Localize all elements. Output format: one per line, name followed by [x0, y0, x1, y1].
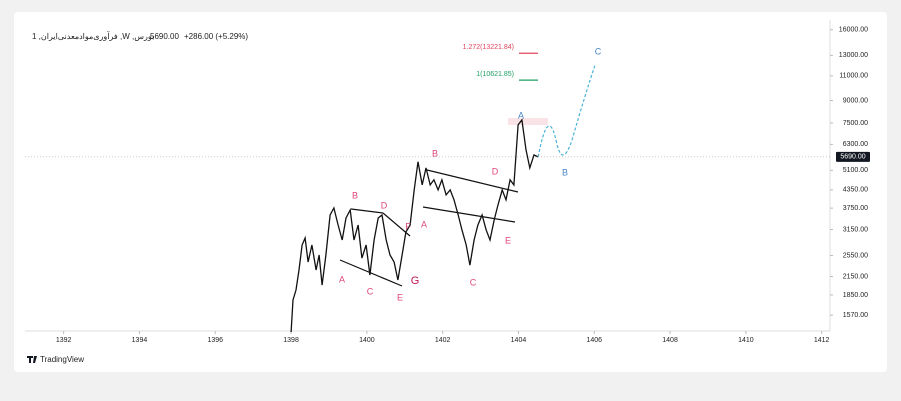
y-tick-label: 5100.00 — [843, 167, 868, 174]
y-tick-label: 6300.00 — [843, 141, 868, 148]
last-price-tag — [836, 151, 870, 162]
y-tick-label: 3750.00 — [843, 205, 868, 212]
y-tick-label: 13000.00 — [839, 52, 868, 59]
y-tick-label: 2550.00 — [843, 252, 868, 259]
wave-label: B — [562, 167, 568, 177]
price-line — [290, 118, 539, 333]
wave-label: E — [397, 292, 403, 302]
x-tick-label: 1410 — [738, 337, 754, 344]
x-tick-label: 1408 — [662, 337, 678, 344]
x-tick-label: 1392 — [56, 337, 72, 344]
x-tick-label: 1398 — [283, 337, 299, 344]
wave-label: A — [518, 110, 524, 120]
change: +286.00 (+5.29%) — [184, 32, 248, 41]
y-tick-label: 11000.00 — [839, 73, 868, 80]
last-price-header: 5690.00 — [150, 32, 179, 41]
wave-label: B — [352, 190, 358, 200]
target-zone — [508, 118, 548, 125]
wave-label: E — [505, 235, 511, 245]
wave-label: A — [421, 219, 427, 229]
wave-label: C — [595, 46, 602, 56]
level-label: 1(10621.85) — [476, 71, 514, 78]
wave-label: C — [470, 277, 477, 287]
x-tick-label: 1394 — [132, 337, 148, 344]
projection — [537, 64, 596, 157]
y-tick-label: 7500.00 — [843, 120, 868, 127]
y-tick-label: 1850.00 — [843, 292, 868, 299]
wave-label: A — [339, 274, 345, 284]
wave-label: D — [381, 200, 388, 210]
y-tick-label: 16000.00 — [839, 27, 868, 34]
y-tick-label: 4350.00 — [843, 187, 868, 194]
y-tick-label: 2150.00 — [843, 273, 868, 280]
logo-icon — [27, 356, 37, 363]
trend-line — [422, 206, 516, 223]
wave-label: F — [405, 221, 411, 231]
last-price-label: 5690.00 — [840, 154, 865, 161]
x-tick-label: 1396 — [207, 337, 223, 344]
x-tick-label: 1402 — [435, 337, 451, 344]
y-tick-label: 9000.00 — [843, 97, 868, 104]
wave-label: C — [367, 286, 374, 296]
wave-label: D — [492, 166, 499, 176]
x-tick-label: 1406 — [586, 337, 602, 344]
x-tick-label: 1412 — [814, 337, 830, 344]
symbol: 1 ,فرآوری‌موادمعدنی‌ایران ,W ,بورس — [32, 31, 154, 41]
trend-line — [426, 169, 519, 193]
trend-line — [350, 208, 384, 214]
x-tick-label: 1400 — [359, 337, 375, 344]
wave-label: B — [432, 148, 438, 158]
x-tick-label: 1404 — [511, 337, 527, 344]
wave-label: G — [411, 275, 420, 287]
brand: TradingView — [40, 355, 84, 364]
level-label: 1.272(13221.84) — [463, 44, 514, 51]
y-tick-label: 1570.00 — [843, 312, 868, 319]
trend-line — [339, 259, 403, 287]
y-tick-label: 3150.00 — [843, 226, 868, 233]
logo: TradingView — [27, 355, 84, 364]
